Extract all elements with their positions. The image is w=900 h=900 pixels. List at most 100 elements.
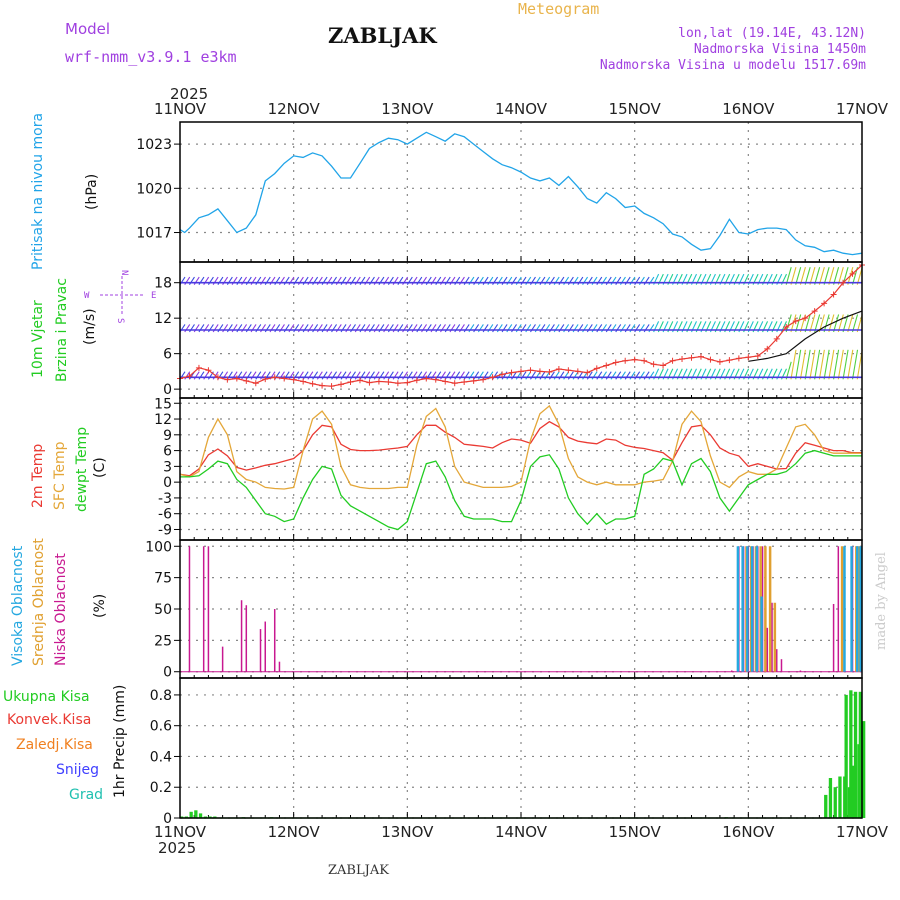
x-axis-bottom: 11NOV 12NOV 13NOV 14NOV 15NOV 16NOV 17NOV [154,823,889,841]
wind-speed-point [802,315,809,322]
wind-barb [615,324,622,333]
wind-barb [851,314,859,333]
wind-speed-point [536,368,543,375]
wind-barb [198,276,205,285]
precip-title5: Grad [69,787,103,803]
temp-series-line [180,449,862,531]
y-tick-label: 50 [154,602,172,618]
wind-speed-point [783,324,790,331]
wind-barb [368,371,375,380]
wind-barb [274,324,281,333]
wind-barb [335,371,342,380]
wind-barb [648,276,655,285]
wind-barb [255,371,262,380]
wind-barb [530,324,536,333]
x-tick-label: 15NOV [609,823,662,841]
y-tick-label: -9 [158,522,172,538]
temp-series-line [179,420,862,477]
wind-barb [397,324,404,333]
x-tick-label: 17NOV [836,823,889,841]
panel-frame [179,121,863,263]
wind-barb [548,324,555,333]
wind-speed-point [271,374,278,381]
wind-barb [833,267,840,285]
wind-speed-point [309,380,316,387]
wind-barb [421,324,428,333]
wind-barb [823,349,830,380]
wind-barb [444,324,451,333]
wind-speed-point [565,367,572,374]
wind-barb [601,276,607,285]
y-tick-label: -6 [158,507,172,523]
wind-barb [435,371,442,380]
wind-barb [643,324,650,333]
wind-barb [307,276,314,285]
compass-s: S [115,318,125,323]
wind-speed-point [385,379,392,386]
wind-speed-point [195,364,202,371]
wind-barb [392,371,399,380]
precip-ylabel: 1hr Precip (mm) [112,685,128,798]
wind-barb [383,371,390,380]
wind-barb [302,371,309,380]
wind-barb [226,324,233,333]
y-tick-label: 0.2 [150,780,172,796]
wind-barb [345,276,352,285]
wind-barb [473,324,480,333]
wind-speed-point [688,354,695,361]
wind-barb [582,324,589,333]
wind-speed-point [281,375,288,382]
wind-title2: Brzina i Pravac [54,278,70,382]
wind-barb [184,276,191,285]
wind-barb [302,276,309,285]
wind-barb [553,371,560,380]
wind-barb [833,349,840,380]
wind-barb [449,371,456,380]
wind-barb [321,276,328,285]
wind-barb [458,371,465,380]
wind-barb [818,349,825,380]
wind-speed-point [186,373,193,380]
y-tick-label: 12 [154,412,172,428]
wind-barb [539,276,546,285]
pressure-ylabel: (hPa) [84,174,100,210]
wind-barb [567,371,574,380]
wind-speed-point [811,308,818,315]
wind-barb [463,276,470,285]
wind-barb [430,324,437,333]
wind-barb [402,324,409,333]
wind-barb [591,371,598,380]
wind-speed-point [527,367,534,374]
wind-barb [525,276,532,285]
wind-barb [473,371,480,380]
wind-barb [425,324,432,333]
wind-speed-point [697,353,704,360]
wind-barb [823,314,830,333]
model-label: Model [65,20,110,38]
wind-barb [520,276,527,285]
wind-barb [591,324,598,333]
wind-barb [321,371,328,380]
wind-speed-point [726,357,733,364]
wind-barb [226,371,233,380]
wind-barb [586,324,593,333]
wind-barb [383,324,390,333]
pressure-plot: 1017 1020 1023 [136,121,863,263]
wind-barb [207,276,214,285]
wind-barb [515,324,522,333]
wind-speed-point [224,376,231,383]
wind-barb [577,276,584,285]
y-tick-label: 6 [163,347,172,363]
wind-barb [482,324,489,333]
wind-speed-point [830,291,837,298]
wind-barb [615,371,622,380]
wind-barb [444,276,451,285]
wind-barb [326,371,333,380]
cloud-title2: Srednja Oblacnost [31,538,47,666]
wind-speed-point [461,379,468,386]
wind-speed-point [650,361,657,368]
precip-panel: Ukupna Kisa Konvek.Kisa Zaledj.Kisa Snij… [3,685,128,803]
y-tick-label: 1023 [136,137,172,153]
wind-barb [482,276,489,285]
